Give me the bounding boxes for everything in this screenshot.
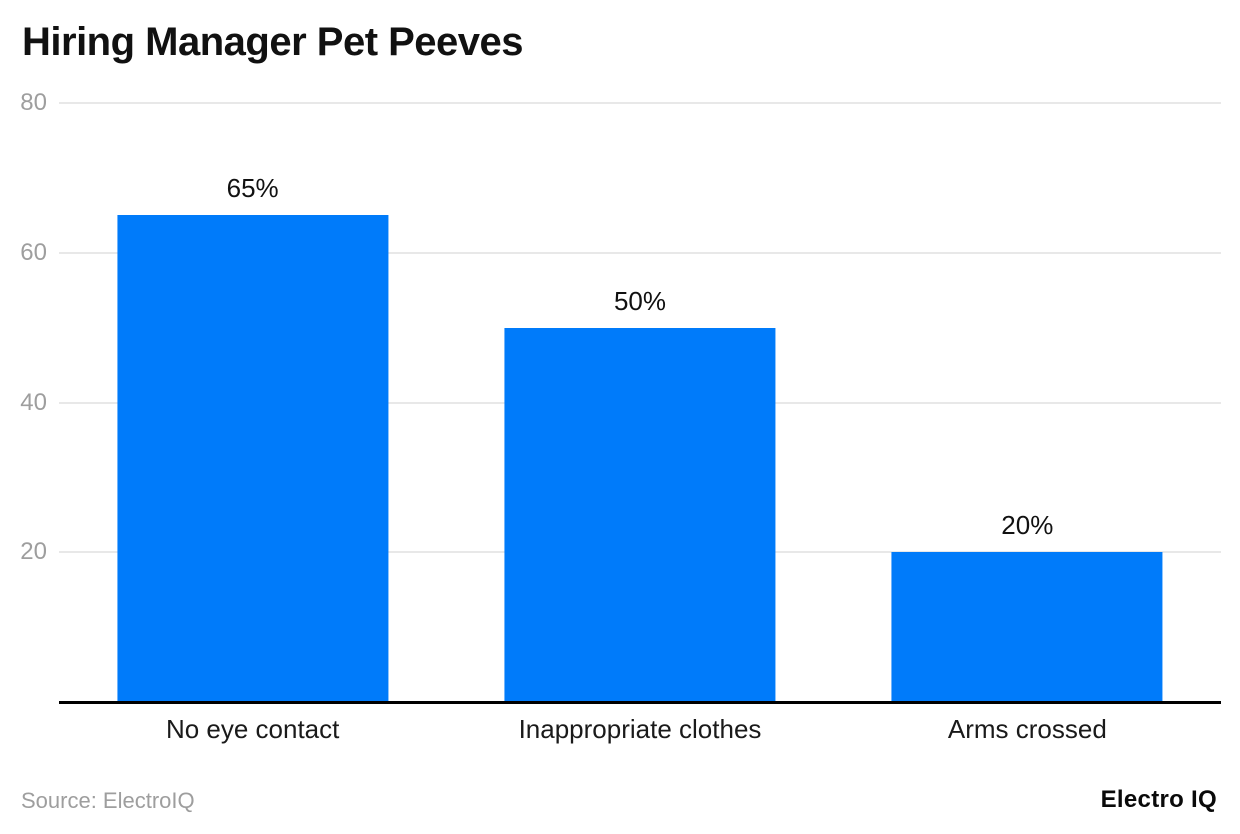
x-axis-category-label: Inappropriate clothes	[518, 714, 762, 744]
y-tick-label: 60	[20, 238, 47, 266]
source-note: Source: ElectroIQ	[21, 788, 195, 813]
gridline	[59, 102, 1221, 104]
y-tick-label: 40	[20, 388, 47, 416]
chart-title: Hiring Manager Pet Peeves	[22, 20, 524, 64]
bar-value-label: 20%	[1001, 510, 1054, 541]
bar	[117, 215, 389, 702]
bar-slot: 20%	[834, 103, 1221, 702]
plot-area: 20 40 60 80 65% 50% 20%	[20, 90, 1221, 704]
y-tick-label: 80	[20, 89, 47, 116]
bar-slot: 50%	[446, 103, 833, 702]
bar-value-label: 65%	[226, 173, 279, 204]
bar-slot: 65%	[59, 103, 446, 702]
bar-value-label: 50%	[613, 285, 667, 316]
brand-logo: Electro IQ	[1100, 786, 1217, 813]
bar	[891, 552, 1163, 702]
x-axis-category-label: No eye contact	[165, 714, 340, 744]
x-axis-labels: No eye contact Inappropriate clothes Arms …	[59, 714, 1221, 746]
x-axis-line	[59, 701, 1221, 704]
gridline	[59, 251, 1221, 254]
x-axis-category-label: Arms crossed	[947, 714, 1107, 744]
bar	[504, 327, 776, 702]
y-tick-label: 20	[20, 538, 47, 566]
